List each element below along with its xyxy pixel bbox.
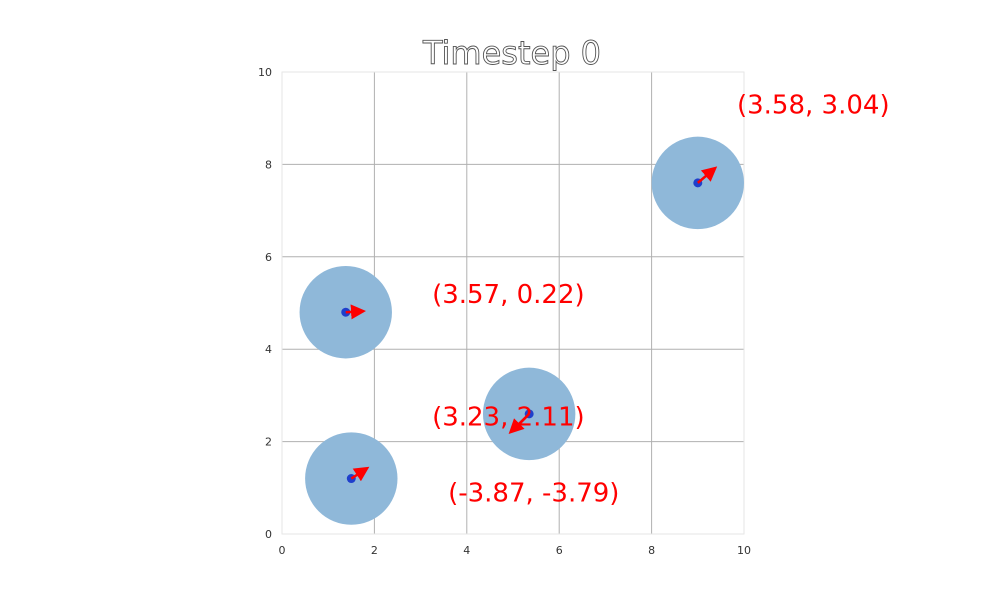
x-tick-label: 10 [737,544,751,557]
y-tick-label: 2 [265,436,272,449]
agent-1: (3.58, 3.04) [651,91,890,230]
velocity-arrow [345,304,366,320]
x-tick-label: 0 [279,544,286,557]
y-tick-label: 6 [265,251,272,264]
y-tick-label: 10 [258,66,272,79]
x-tick-label: 4 [463,544,470,557]
y-tick-label: 4 [265,343,272,356]
x-tick-label: 8 [648,544,655,557]
velocity-label: (3.23, 2.11) [432,402,585,432]
velocity-arrow [696,166,718,184]
velocity-label: (3.57, 0.22) [432,280,585,310]
agents: (3.58, 3.04) (3.57, 0.22) (-3.87, -3.79) (3… [299,91,890,525]
velocity-arrow [350,466,370,482]
agent-2: (3.57, 0.22) [299,266,585,359]
plot-area [281,71,745,535]
x-tick-label: 6 [556,544,563,557]
chart-title: Timestep 0 [422,34,601,72]
axis-ticks: 0 2 4 6 8 10 0 2 4 6 8 10 [258,66,751,557]
y-tick-label: 0 [265,528,272,541]
agent-4: (3.23, 2.11) [305,402,585,525]
x-tick-label: 2 [371,544,378,557]
agent-3: (-3.87, -3.79) [448,367,619,509]
velocity-label: (-3.87, -3.79) [448,479,619,509]
velocity-arrow [508,412,531,435]
y-tick-label: 8 [265,158,272,171]
velocity-label: (3.58, 3.04) [737,91,890,121]
